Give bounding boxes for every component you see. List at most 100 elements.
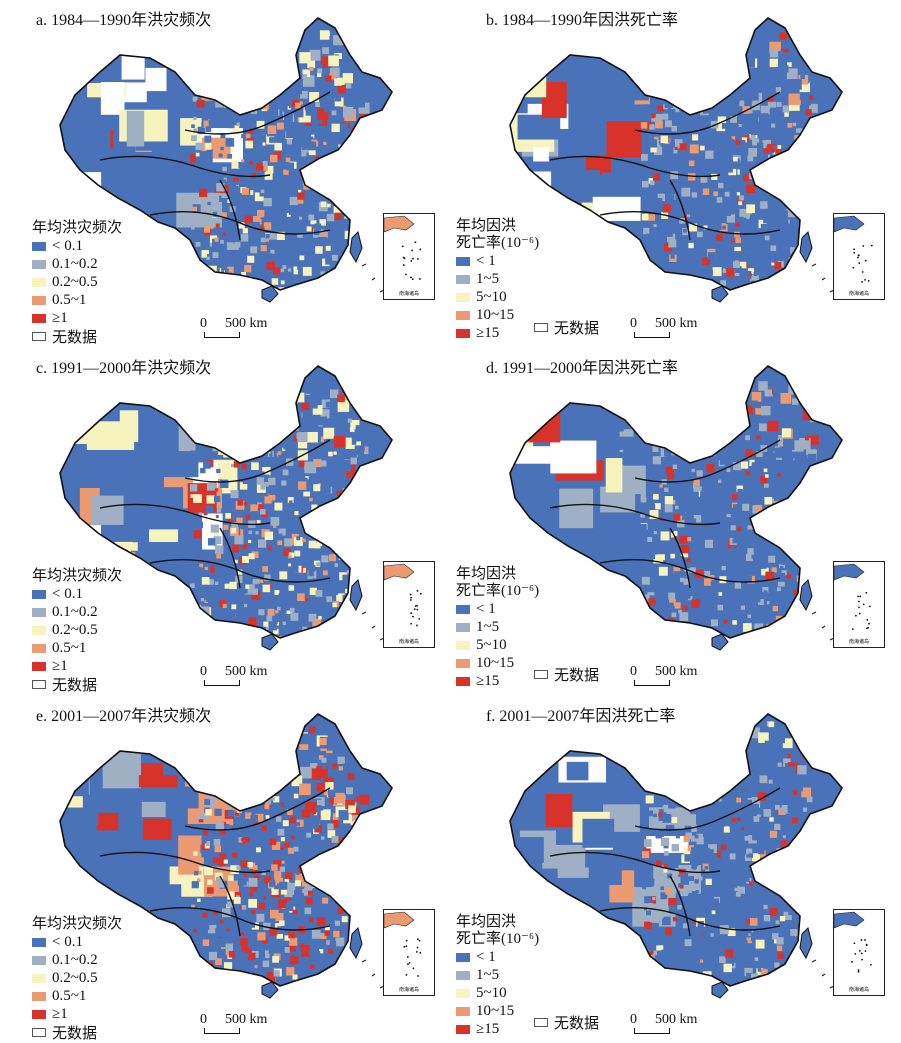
county-region [770, 530, 779, 538]
county-region [645, 233, 655, 243]
scale-bar: 0 500 km [630, 664, 697, 686]
county-region [292, 84, 303, 95]
county-region [649, 510, 659, 519]
county-region [743, 209, 752, 218]
county-region [710, 619, 718, 627]
county-region [760, 968, 768, 977]
county-region [310, 872, 318, 880]
county-region [243, 873, 248, 878]
county-region [804, 627, 811, 634]
legend-swatch [456, 328, 470, 338]
county-region [763, 148, 769, 154]
county-region [771, 260, 777, 266]
county-region [318, 117, 328, 126]
county-region [792, 440, 804, 452]
county-region [711, 529, 719, 537]
county-region [797, 206, 804, 213]
county-region [642, 180, 649, 188]
county-region [775, 276, 783, 283]
county-region [283, 169, 289, 175]
county-region [302, 74, 308, 79]
county-region [747, 929, 752, 934]
county-region [786, 574, 791, 579]
county-region [766, 176, 771, 181]
county-region [732, 920, 740, 928]
county-region [353, 218, 363, 228]
inset-label: 南海诸岛 [398, 292, 419, 297]
county-region [803, 160, 813, 170]
county-region [299, 943, 304, 948]
county-region [273, 970, 280, 977]
county-region [799, 536, 808, 545]
county-region [293, 435, 299, 441]
county-region [273, 267, 281, 275]
county-region [193, 530, 202, 539]
county-region [355, 425, 364, 433]
county-region [762, 587, 769, 594]
county-region [308, 836, 315, 843]
legend-swatch [534, 670, 548, 679]
county-region [204, 799, 211, 805]
county-region [799, 381, 806, 387]
county-region [791, 891, 797, 896]
county-region [779, 880, 784, 885]
county-region [774, 871, 782, 880]
county-region [672, 917, 678, 922]
county-region [648, 902, 653, 908]
county-region [667, 602, 674, 610]
county-region [286, 212, 291, 217]
county-region [227, 289, 236, 290]
county-region [741, 534, 748, 541]
county-region [649, 124, 655, 130]
county-region [721, 879, 727, 885]
basin-boundary [184, 787, 331, 831]
county-region [260, 455, 268, 463]
county-region [269, 488, 276, 495]
county-region [692, 636, 699, 638]
county-region [640, 935, 646, 941]
county-region [644, 921, 650, 928]
county-region [670, 171, 679, 180]
county-region [91, 495, 124, 525]
county-region [713, 191, 719, 197]
county-region [280, 268, 285, 273]
legend-label: 0.1~0.2 [52, 255, 98, 272]
county-region [666, 582, 675, 591]
county-region [298, 756, 309, 766]
county-region [210, 564, 215, 569]
county-region [263, 621, 269, 627]
county-region [646, 286, 654, 290]
county-region [683, 277, 692, 286]
county-region [712, 796, 716, 800]
country-boundary [59, 365, 393, 639]
county-region [243, 603, 248, 608]
county-region [297, 733, 309, 745]
county-region [690, 448, 696, 454]
county-region [308, 214, 315, 221]
county-region [802, 48, 810, 57]
county-region [163, 100, 189, 114]
county-region [763, 213, 769, 220]
county-region [214, 970, 223, 980]
county-region [348, 834, 357, 843]
county-region [665, 129, 669, 133]
county-region [275, 610, 279, 614]
county-region [759, 547, 765, 553]
county-region [225, 943, 233, 952]
county-region [667, 860, 674, 867]
county-region [700, 959, 704, 963]
county-region [309, 964, 315, 970]
county-region [310, 134, 315, 139]
county-region [325, 762, 337, 774]
county-region [775, 594, 785, 603]
county-region [214, 237, 219, 242]
county-region [660, 288, 665, 290]
map-panel-c: c. 1991—2000年洪灾频次 南海诸岛 年均洪灾频次 < 0.1 0.1~0.2 0… [0, 348, 450, 694]
county-region [331, 874, 336, 879]
county-region [342, 101, 350, 110]
county-region [736, 485, 744, 493]
county-region [798, 128, 803, 133]
county-region [295, 64, 304, 73]
county-region [216, 594, 220, 598]
county-region [317, 108, 329, 120]
